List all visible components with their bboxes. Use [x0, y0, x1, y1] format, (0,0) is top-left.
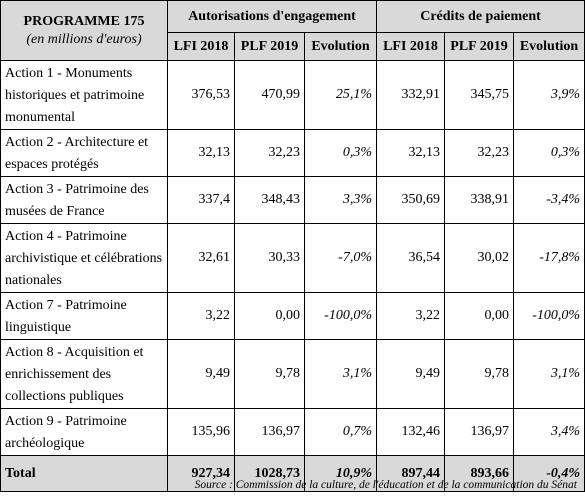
cell: 9,49	[376, 339, 445, 409]
column-header: PLF 2019	[444, 32, 514, 61]
cell: 470,99	[234, 60, 305, 130]
row-label: Action 7 - Patrimoine linguistique	[0, 292, 168, 340]
table-row: Action 2 - Architecture et espaces proté…	[0, 129, 585, 177]
cell: -3,4%	[512, 176, 585, 224]
cell: 32,23	[444, 129, 514, 177]
cell: 36,54	[376, 223, 445, 293]
cell: 376,53	[167, 60, 235, 130]
row-label: Action 2 - Architecture et espaces proté…	[0, 129, 168, 177]
subtitle: (en millions d'euros)	[26, 31, 142, 47]
cell: -7,0%	[304, 223, 377, 293]
title: PROGRAMME 175	[23, 13, 145, 29]
row-label: Action 8 - Acquisition et enrichissement…	[0, 339, 168, 409]
table-row: Action 3 - Patrimoine des musées de Fran…	[0, 176, 585, 224]
cell: 345,75	[444, 60, 514, 130]
cell: 9,49	[167, 339, 235, 409]
cell: 348,43	[234, 176, 305, 224]
table-row: Action 1 - Monuments historiques et patr…	[0, 60, 585, 130]
row-label: Action 3 - Patrimoine des musées de Fran…	[0, 176, 168, 224]
cell: 135,96	[167, 408, 235, 456]
cell: 3,3%	[304, 176, 377, 224]
cell: 32,13	[376, 129, 445, 177]
cell: 0,3%	[304, 129, 377, 177]
cell: 350,69	[376, 176, 445, 224]
column-header: Evolution	[512, 32, 585, 61]
cell: 30,33	[234, 223, 305, 293]
cell: 132,46	[376, 408, 445, 456]
cell: 0,00	[444, 292, 514, 340]
cell: -17,8%	[512, 223, 585, 293]
cell: 9,78	[234, 339, 305, 409]
row-label: Action 4 - Patrimoine archivistique et c…	[0, 223, 168, 293]
cell: 30,02	[444, 223, 514, 293]
cell: 0,00	[234, 292, 305, 340]
cell: 136,97	[444, 408, 514, 456]
cell: 0,3%	[512, 129, 585, 177]
column-header: Evolution	[304, 32, 377, 61]
cell: -100,0%	[304, 292, 377, 340]
cell: 338,91	[444, 176, 514, 224]
cell: 3,9%	[512, 60, 585, 130]
column-header: LFI 2018	[376, 32, 445, 61]
cell: -100,0%	[512, 292, 585, 340]
cell: 3,22	[167, 292, 235, 340]
cell: 3,22	[376, 292, 445, 340]
cell: 32,23	[234, 129, 305, 177]
cell: 25,1%	[304, 60, 377, 130]
table-row: Action 9 - Patrimoine archéologique 135,9…	[0, 408, 585, 456]
column-header: PLF 2019	[234, 32, 305, 61]
column-header: LFI 2018	[167, 32, 235, 61]
group-header: Autorisations d'engagement	[167, 0, 377, 33]
cell: 332,91	[376, 60, 445, 130]
total-row: Total 927,34 1028,73 10,9% 897,44 893,66 -0,4%	[0, 455, 585, 492]
table-row: Action 7 - Patrimoine linguistique 3,22 0,…	[0, 292, 585, 340]
cell: 893,66	[444, 455, 514, 492]
cell: 3,4%	[512, 408, 585, 456]
cell: 337,4	[167, 176, 235, 224]
row-label: Action 9 - Patrimoine archéologique	[0, 408, 168, 456]
cell: 897,44	[376, 455, 445, 492]
cell: 3,1%	[512, 339, 585, 409]
cell: 1028,73	[234, 455, 305, 492]
source: Source : Commission de la culture, de l'…	[194, 479, 577, 491]
cell: 3,1%	[304, 339, 377, 409]
cell: 9,78	[444, 339, 514, 409]
row-label: Action 1 - Monuments historiques et patr…	[0, 60, 168, 130]
header-cell: PROGRAMME 175 (en millions d'euros)	[0, 0, 168, 61]
cell: 32,13	[167, 129, 235, 177]
cell: -0,4%	[512, 455, 585, 492]
cell: 0,7%	[304, 408, 377, 456]
cell: 32,61	[167, 223, 235, 293]
cell: 136,97	[234, 408, 305, 456]
table-row: Action 8 - Acquisition et enrichissement…	[0, 339, 585, 409]
table-row: Action 4 - Patrimoine archivistique et c…	[0, 223, 585, 293]
row-label: Total	[0, 455, 168, 492]
group-header: Crédits de paiement	[375, 0, 585, 33]
